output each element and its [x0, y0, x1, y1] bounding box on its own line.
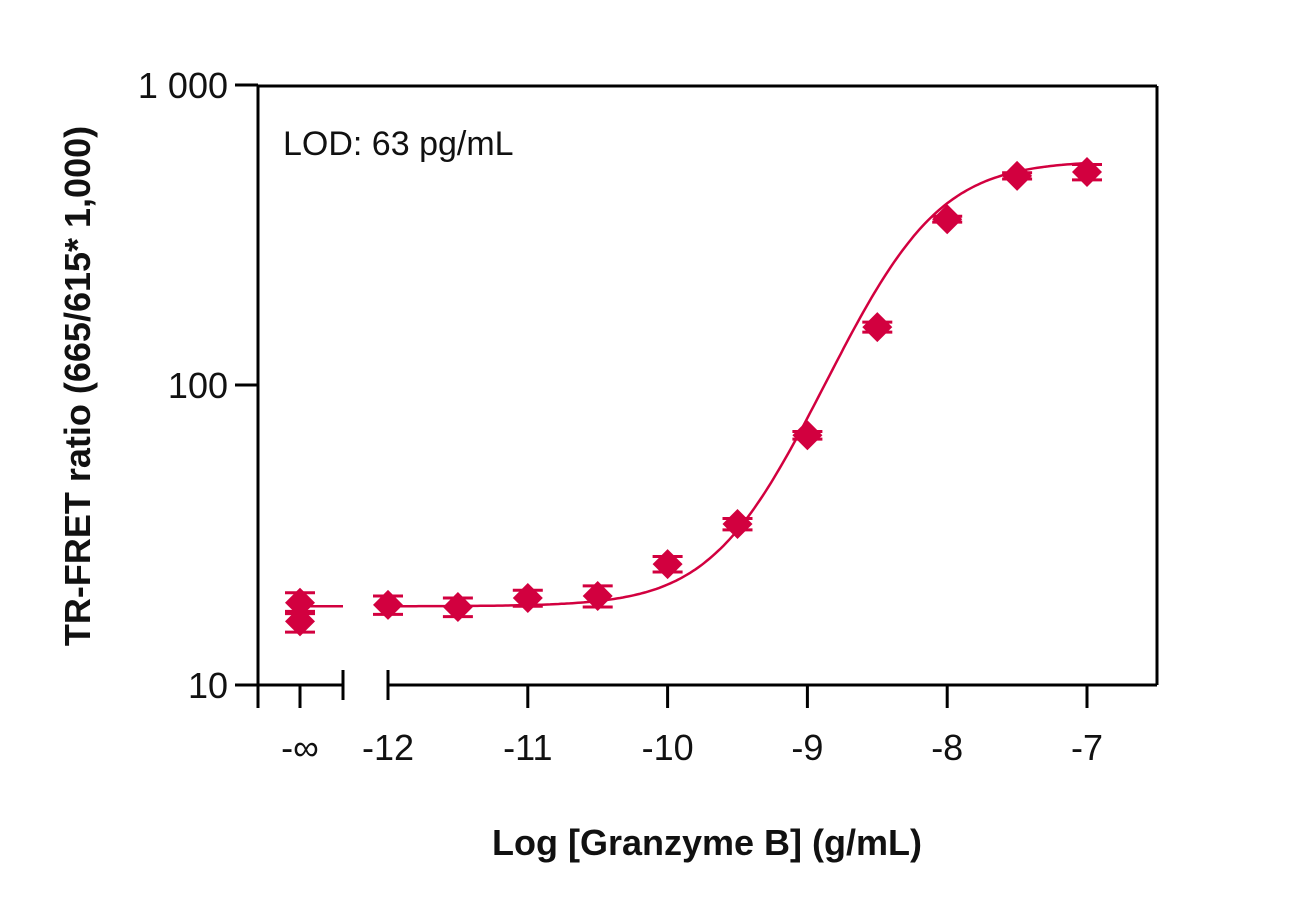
diamond-marker — [792, 420, 823, 451]
x-tick-label: -9 — [791, 727, 823, 768]
diamond-marker — [373, 589, 403, 620]
diamond-marker — [582, 581, 613, 612]
data-point — [285, 606, 315, 637]
diamond-marker — [1002, 160, 1033, 191]
x-tick-label: -10 — [642, 727, 694, 768]
diamond-marker — [285, 606, 315, 637]
data-point — [373, 589, 403, 620]
x-tick-label: -∞ — [281, 727, 319, 768]
data-point — [932, 204, 963, 235]
data-point — [1072, 156, 1102, 187]
data-point — [792, 420, 823, 451]
x-tick-label: -8 — [931, 727, 963, 768]
data-point — [722, 509, 753, 540]
fit-curve — [388, 161, 1088, 608]
x-tick-label: -12 — [362, 727, 414, 768]
lod-annotation: LOD: 63 pg/mL — [283, 125, 514, 163]
y-tick-label: 100 — [168, 365, 228, 406]
y-tick-label: 10 — [188, 665, 228, 706]
data-point — [1002, 160, 1033, 191]
y-ticks: 10 100 1 000 — [138, 65, 258, 706]
x-ticks: -∞ -12 -11 -10 -9 -8 -7 — [281, 685, 1103, 768]
diamond-marker — [862, 312, 893, 343]
diamond-marker — [722, 509, 753, 540]
data-point — [512, 582, 543, 613]
diamond-marker — [1072, 156, 1102, 187]
y-tick-label: 1 000 — [138, 65, 228, 106]
x-tick-label: -11 — [503, 727, 552, 768]
diamond-marker — [932, 204, 963, 235]
diamond-marker — [512, 582, 543, 613]
x-tick-label: -7 — [1071, 727, 1103, 768]
data-point — [862, 312, 893, 343]
x-axis-title: Log [Granzyme B] (g/mL) — [492, 822, 922, 863]
data-point — [582, 581, 613, 612]
data-point — [652, 549, 683, 580]
y-axis-title: TR-FRET ratio (665/615* 1,000) — [57, 126, 98, 646]
diamond-marker — [652, 549, 683, 580]
data-point — [442, 591, 473, 622]
axes — [235, 84, 1159, 708]
data-points — [285, 156, 1102, 637]
diamond-marker — [442, 591, 473, 622]
